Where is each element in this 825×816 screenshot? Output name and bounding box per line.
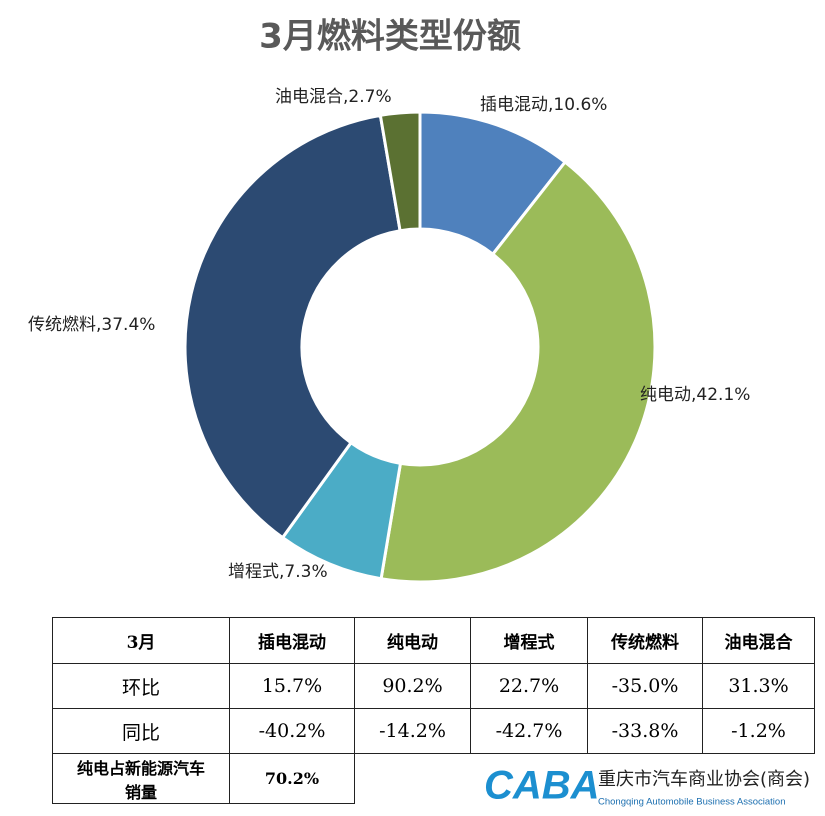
table-cell: 油电混合	[702, 617, 815, 664]
slice-label: 插电混动,10.6%	[480, 95, 607, 115]
table-cell: -35.0%	[587, 663, 703, 709]
table-cell: 传统燃料	[587, 617, 703, 664]
table-cell: -14.2%	[354, 708, 471, 754]
logo-name: 重庆市汽车商业协会(商会)	[598, 769, 810, 790]
table-cell: 纯电占新能源汽车销量	[52, 753, 230, 804]
table-cell: 90.2%	[354, 663, 471, 709]
table-cell	[355, 754, 471, 804]
chart-title: 3月燃料类型份额	[259, 17, 521, 57]
logo-english: Chongqing Automobile Business Associatio…	[598, 797, 785, 808]
table-row: 同比 -40.2% -14.2% -42.7% -33.8% -1.2%	[52, 708, 815, 754]
table-cell: 31.3%	[702, 663, 815, 709]
slice	[378, 110, 422, 233]
table-cell: 22.7%	[470, 663, 588, 709]
table-cell: 70.2%	[229, 753, 355, 804]
slice	[379, 160, 657, 584]
table-row: 环比 15.7% 90.2% 22.7% -35.0% 31.3%	[52, 663, 815, 709]
data-table: 3月 插电混动 纯电动 增程式 传统燃料 油电混合 环比 15.7% 90.2% 22.7% -35…	[52, 617, 815, 804]
chart: 3月燃料类型份额 插电混动,10.6% 纯电动,42.1% 增程式,7.3% 传统燃料…	[28, 17, 750, 584]
table-cell: -1.2%	[702, 708, 815, 754]
logo-mark: CABA	[484, 764, 600, 808]
slice-label: 油电混合,2.7%	[275, 87, 392, 107]
logo: CABA 重庆市汽车商业协会(商会) Chongqing Automobile …	[484, 764, 810, 808]
table-cell: 同比	[52, 708, 230, 754]
table-cell: 环比	[52, 663, 230, 709]
table-cell: -40.2%	[229, 708, 355, 754]
table-cell: 15.7%	[229, 663, 355, 709]
slice-label: 纯电动,42.1%	[640, 385, 750, 405]
slice-label: 增程式,7.3%	[228, 562, 328, 582]
table-cell: 插电混动	[229, 617, 355, 664]
table-cell: -33.8%	[587, 708, 703, 754]
table-row: 纯电占新能源汽车销量 70.2%	[52, 753, 815, 804]
table-cell: 增程式	[470, 617, 588, 664]
slice-label: 传统燃料,37.4%	[28, 315, 155, 335]
table-cell: 3月	[52, 617, 230, 664]
table-cell: 纯电动	[354, 617, 471, 664]
table-cell: -42.7%	[470, 708, 588, 754]
slice	[183, 113, 402, 540]
table-row: 3月 插电混动 纯电动 增程式 传统燃料 油电混合	[52, 617, 815, 664]
